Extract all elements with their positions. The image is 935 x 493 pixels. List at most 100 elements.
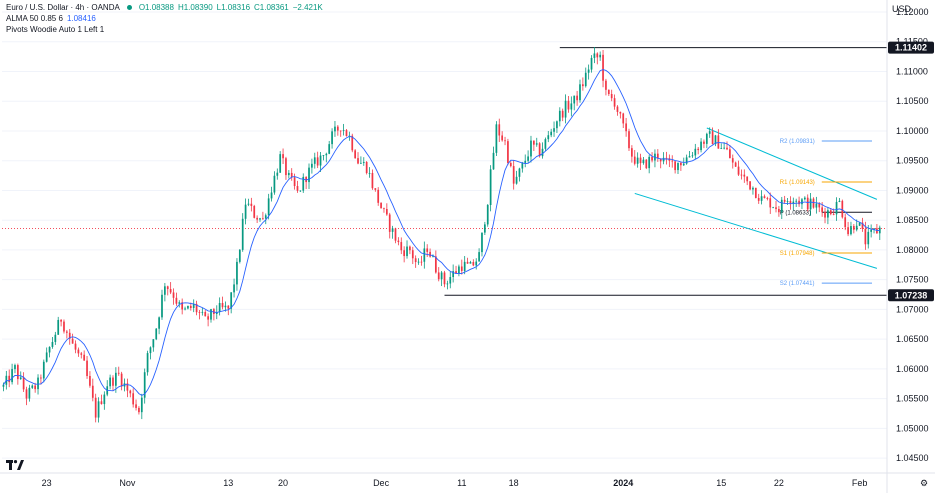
candle-body xyxy=(109,377,111,387)
candle xyxy=(527,150,529,163)
time-tick-label: 23 xyxy=(42,478,52,488)
pivot-label-p: P (1.08633) xyxy=(780,210,811,216)
candle-body xyxy=(665,157,668,159)
candle-body xyxy=(74,343,77,350)
candle-body xyxy=(426,248,429,252)
candle xyxy=(590,55,593,73)
candle xyxy=(16,363,19,385)
candle xyxy=(48,346,51,358)
candle-body xyxy=(535,143,538,145)
candle-body xyxy=(446,283,449,285)
candle xyxy=(743,169,746,183)
candle-body xyxy=(290,172,293,178)
candle-body xyxy=(19,377,22,380)
candle xyxy=(420,255,423,266)
candle-body xyxy=(659,158,662,162)
candle xyxy=(691,151,694,158)
candle xyxy=(440,270,443,287)
candle-body xyxy=(481,232,483,253)
candle-body xyxy=(737,166,740,175)
candle xyxy=(365,161,368,175)
close-value: C1.08361 xyxy=(254,3,289,12)
candle xyxy=(285,156,287,180)
candle-body xyxy=(238,249,241,262)
candle xyxy=(287,170,290,179)
candle xyxy=(631,145,633,163)
candle xyxy=(146,350,149,376)
candle-body xyxy=(91,385,94,398)
candle-body xyxy=(550,131,553,136)
currency-label[interactable]: USD xyxy=(891,4,911,14)
candle xyxy=(406,240,408,259)
candle xyxy=(717,129,720,149)
candle xyxy=(495,121,498,156)
candle xyxy=(135,399,137,411)
candle xyxy=(729,145,731,159)
candle-body xyxy=(619,111,622,114)
candle-body xyxy=(221,302,224,308)
candle-body xyxy=(593,53,596,58)
candle-body xyxy=(302,176,305,191)
candle-body xyxy=(512,166,515,184)
candle-body xyxy=(83,354,86,361)
candle-body xyxy=(489,169,492,205)
candle xyxy=(518,167,521,182)
candle xyxy=(731,154,734,169)
price-tick-label: 1.08500 xyxy=(896,215,929,225)
candle-body xyxy=(648,156,651,169)
candle xyxy=(253,204,256,219)
pivot-label-r2: R2 (1.09831) xyxy=(780,139,815,145)
candle xyxy=(411,246,414,265)
candle xyxy=(570,96,573,117)
candle-body xyxy=(850,226,852,235)
tradingview-logo[interactable] xyxy=(6,458,24,473)
candle-body xyxy=(267,198,270,216)
candle-body xyxy=(25,389,28,399)
candle-body xyxy=(452,271,455,278)
candle xyxy=(584,67,587,88)
candle xyxy=(607,89,610,96)
candle xyxy=(766,196,769,201)
pivots-label[interactable]: Pivots Woodie Auto 1 Left 1 xyxy=(6,25,105,34)
candle-body xyxy=(230,292,233,309)
candle-body xyxy=(316,157,319,166)
time-axis[interactable]: 23 Nov 13 20 Dec 11 18 2024 15 22 Feb ⚙ xyxy=(0,472,935,488)
candle-body xyxy=(463,261,466,271)
candle-body xyxy=(161,294,163,318)
candle xyxy=(336,125,339,136)
candle-body xyxy=(607,89,610,95)
candle-body xyxy=(527,156,529,161)
candle xyxy=(54,331,57,345)
candle-body xyxy=(51,341,54,347)
low-value: L1.08316 xyxy=(216,3,251,12)
candle xyxy=(342,123,345,136)
price-axis[interactable]: 1.120001.115001.110001.105001.100001.095… xyxy=(886,0,934,493)
candle xyxy=(25,386,28,406)
candle-body xyxy=(449,277,452,284)
high-value: H1.08390 xyxy=(177,3,213,12)
candle-body xyxy=(515,176,518,184)
candle xyxy=(763,194,766,199)
candle-body xyxy=(596,53,599,58)
candle-body xyxy=(835,201,838,215)
price-tick-label: 1.09500 xyxy=(896,156,929,166)
candle xyxy=(264,213,267,225)
symbol-title[interactable]: Euro / U.S. Dollar · 4h · OANDA xyxy=(6,3,120,12)
candle-body xyxy=(8,375,11,383)
candle xyxy=(775,200,777,213)
candle xyxy=(789,196,792,210)
candle-body xyxy=(282,154,284,159)
candle-body xyxy=(478,252,480,262)
alma-label[interactable]: ALMA 50 0.85 6 xyxy=(6,14,63,23)
candle-body xyxy=(469,262,472,264)
candle-body xyxy=(772,207,774,209)
candle-body xyxy=(420,261,423,263)
candle xyxy=(152,339,155,352)
candle xyxy=(469,260,472,264)
candle xyxy=(236,258,238,291)
candle xyxy=(120,371,123,391)
candle-body xyxy=(752,187,754,190)
candle xyxy=(14,363,16,374)
candle xyxy=(238,248,241,264)
